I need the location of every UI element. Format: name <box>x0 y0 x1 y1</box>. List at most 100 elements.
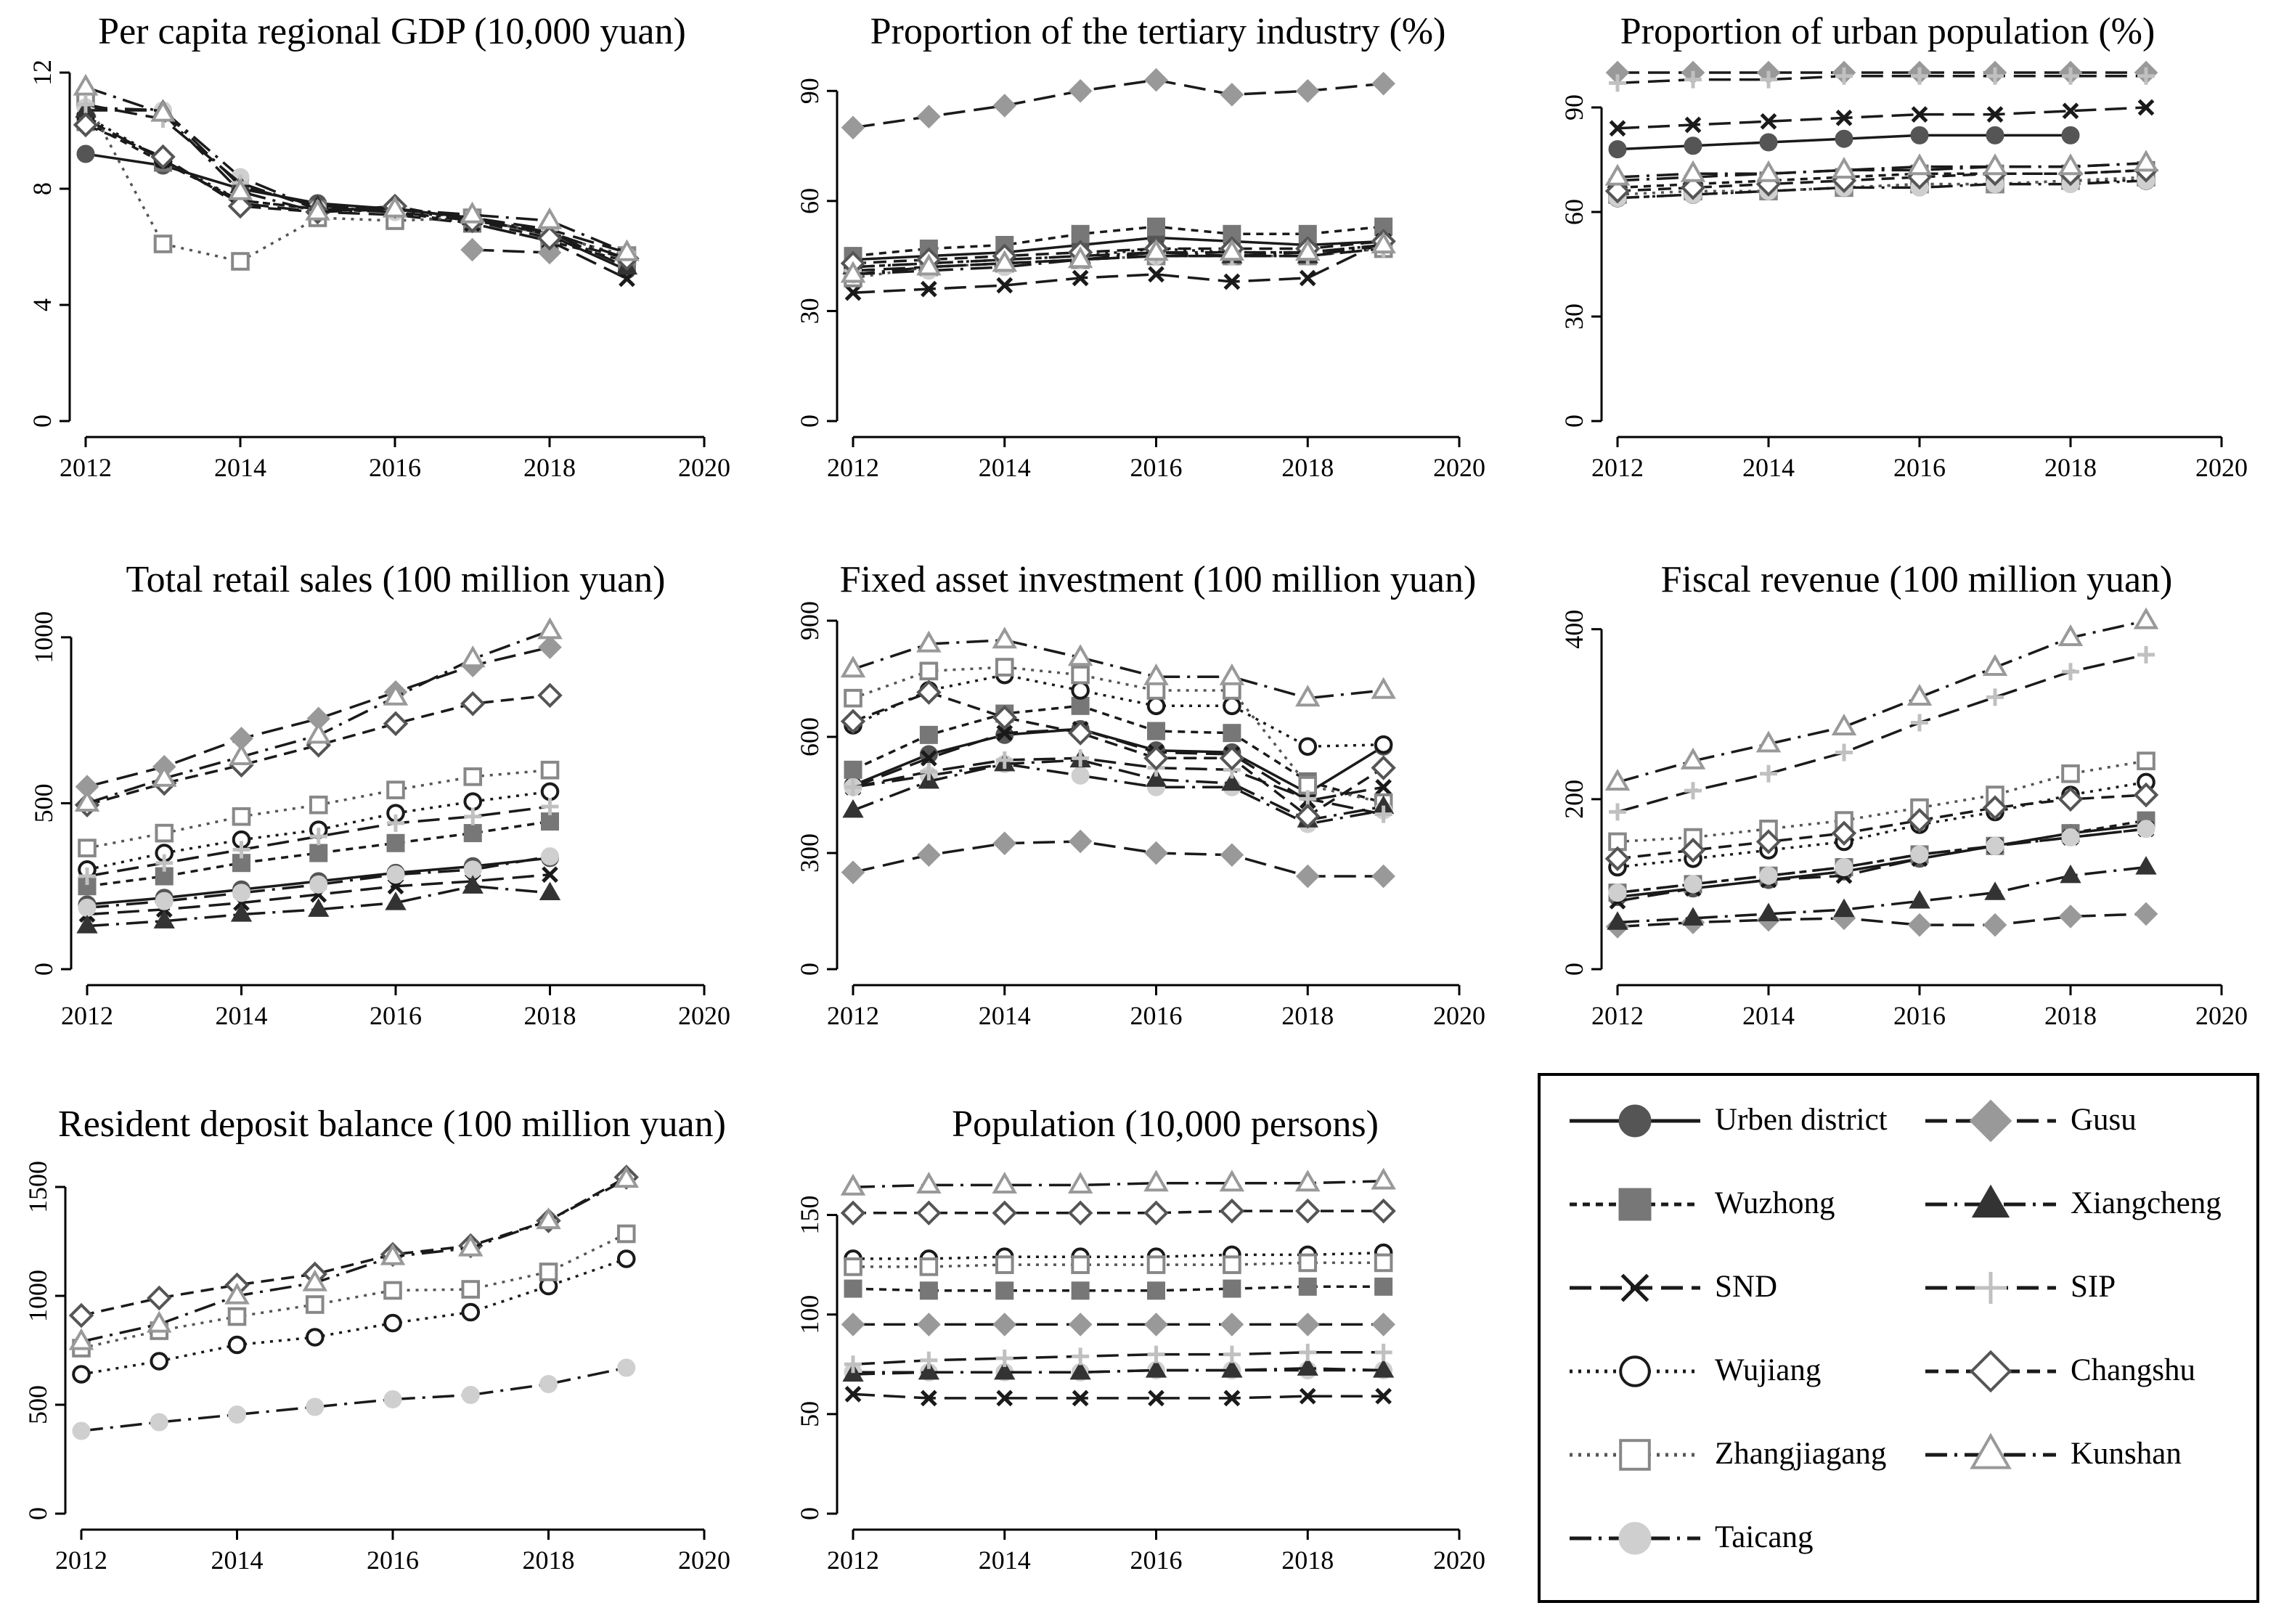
series-kunshan <box>73 73 640 261</box>
y-tick-label: 0 <box>795 963 824 976</box>
data-point-xiangcheng <box>1145 1359 1167 1378</box>
series-wuzhong <box>844 217 1393 266</box>
series-line-xiangcheng <box>852 759 1384 822</box>
x-tick-label: 2020 <box>678 1001 730 1030</box>
series-kunshan <box>1604 150 2159 186</box>
data-point-wujiang <box>616 1249 636 1268</box>
series-line-gusu <box>472 248 550 254</box>
x-tick-label: 2016 <box>370 1001 422 1030</box>
data-point-taicang <box>72 1421 91 1440</box>
data-point-wuzhong <box>1374 1277 1393 1296</box>
data-point-kunshan <box>1831 156 1857 179</box>
legend-symbol-changshu <box>1925 1350 2056 1393</box>
data-point-wujiang <box>1071 681 1090 700</box>
data-point-xiangcheng <box>994 1360 1016 1380</box>
series-line-snd <box>852 1392 1384 1400</box>
data-point-snd <box>921 749 937 767</box>
data-point-sip <box>1072 1347 1090 1366</box>
data-point-gusu <box>1144 68 1168 92</box>
series-line-sip <box>85 103 628 254</box>
data-point-sip <box>2137 645 2155 664</box>
series-xiangcheng <box>842 1357 1395 1382</box>
data-point-xiangcheng <box>1833 898 1855 918</box>
series-line-kunshan <box>852 243 1384 276</box>
data-point-sip <box>1147 1345 1165 1363</box>
series-line-changshu <box>852 240 1384 265</box>
data-point-kunshan <box>382 195 408 218</box>
data-point-kunshan <box>536 1207 561 1230</box>
x-tick-label: 2012 <box>61 1001 113 1030</box>
data-point-sip <box>1684 70 1702 89</box>
series-line-zhangjiagang <box>853 1261 1384 1268</box>
data-point-kunshan <box>916 630 942 653</box>
data-point-xiangcheng <box>1069 1360 1091 1380</box>
data-point-taicang <box>617 1358 636 1377</box>
data-point-zhangjiagang <box>386 780 405 799</box>
data-point-sip <box>1684 782 1702 800</box>
data-point-snd <box>996 725 1013 742</box>
legend: Urben district Wuzhong SND Wujiang Zhang… <box>1538 1073 2259 1603</box>
legend-label-snd: SND <box>1715 1270 1778 1304</box>
series-snd <box>1609 99 2155 137</box>
x-tick-label: 2012 <box>55 1546 107 1575</box>
data-point-urban <box>1835 129 1853 148</box>
data-point-wujiang <box>150 1352 169 1371</box>
data-point-xiangcheng <box>1145 768 1167 787</box>
data-point-zhangjiagang <box>2137 751 2155 770</box>
x-tick-label: 2020 <box>2195 1001 2248 1030</box>
data-point-sip <box>995 751 1013 769</box>
series-kunshan <box>74 617 563 812</box>
data-point-changshu <box>916 1200 942 1226</box>
data-point-wuzhong <box>1071 1281 1090 1300</box>
data-point-xiangcheng <box>1221 1359 1243 1378</box>
data-point-kunshan <box>537 617 563 640</box>
data-point-xiangcheng <box>1607 911 1628 930</box>
data-point-kunshan <box>1219 1170 1245 1192</box>
data-point-zhangjiagang <box>305 1295 325 1314</box>
data-point-gusu <box>1295 864 1320 889</box>
data-point-wuzhong <box>919 725 938 744</box>
data-point-kunshan <box>1294 685 1321 707</box>
data-point-zhangjiagang <box>232 807 251 826</box>
data-point-urban <box>2061 126 2080 144</box>
data-point-kunshan <box>992 627 1018 649</box>
data-point-gusu <box>1983 913 2007 937</box>
series-line-urban <box>1617 823 2147 899</box>
data-point-sip <box>1609 803 1626 821</box>
data-point-snd <box>542 866 558 884</box>
data-point-snd <box>1375 778 1392 796</box>
legend-symbol-gusu <box>1925 1099 2056 1143</box>
data-point-kunshan <box>1067 246 1093 269</box>
x-tick-label: 2020 <box>678 453 730 482</box>
data-point-sip <box>920 763 938 780</box>
y-tick-label: 400 <box>1559 610 1588 649</box>
data-point-changshu <box>1831 820 1857 846</box>
legend-marker-snd <box>1620 1273 1649 1302</box>
data-point-taicang <box>1986 836 2004 855</box>
data-point-zhangjiagang <box>1223 1255 1241 1274</box>
data-point-zhangjiagang <box>155 823 174 843</box>
series-zhangjiagang <box>1608 751 2155 852</box>
series-line-snd <box>852 240 1384 294</box>
data-point-xiangcheng <box>2135 856 2157 875</box>
data-point-kunshan <box>1755 730 1782 753</box>
data-point-kunshan <box>146 1310 172 1333</box>
series-line-wujiang <box>81 1257 627 1376</box>
x-tick-label: 2018 <box>523 453 576 482</box>
data-point-gusu <box>917 843 941 867</box>
series-line-urban <box>852 236 1384 261</box>
data-point-sip <box>1911 67 1928 85</box>
data-point-sip <box>2062 663 2079 681</box>
data-point-zhangjiagang <box>919 1257 939 1276</box>
series-line-zhangjiagang <box>1617 759 2147 844</box>
data-point-gusu <box>1295 78 1320 103</box>
data-point-zhangjiagang <box>1146 1255 1166 1274</box>
series-line-changshu <box>81 1175 627 1317</box>
series-sip <box>1609 645 2155 821</box>
series-line-xiangcheng <box>852 1367 1384 1376</box>
data-point-sip <box>387 814 404 832</box>
x-tick-label: 2012 <box>827 453 879 482</box>
data-point-taicang <box>541 847 559 866</box>
data-point-kunshan <box>302 1269 328 1292</box>
data-point-kunshan <box>1604 163 1631 186</box>
